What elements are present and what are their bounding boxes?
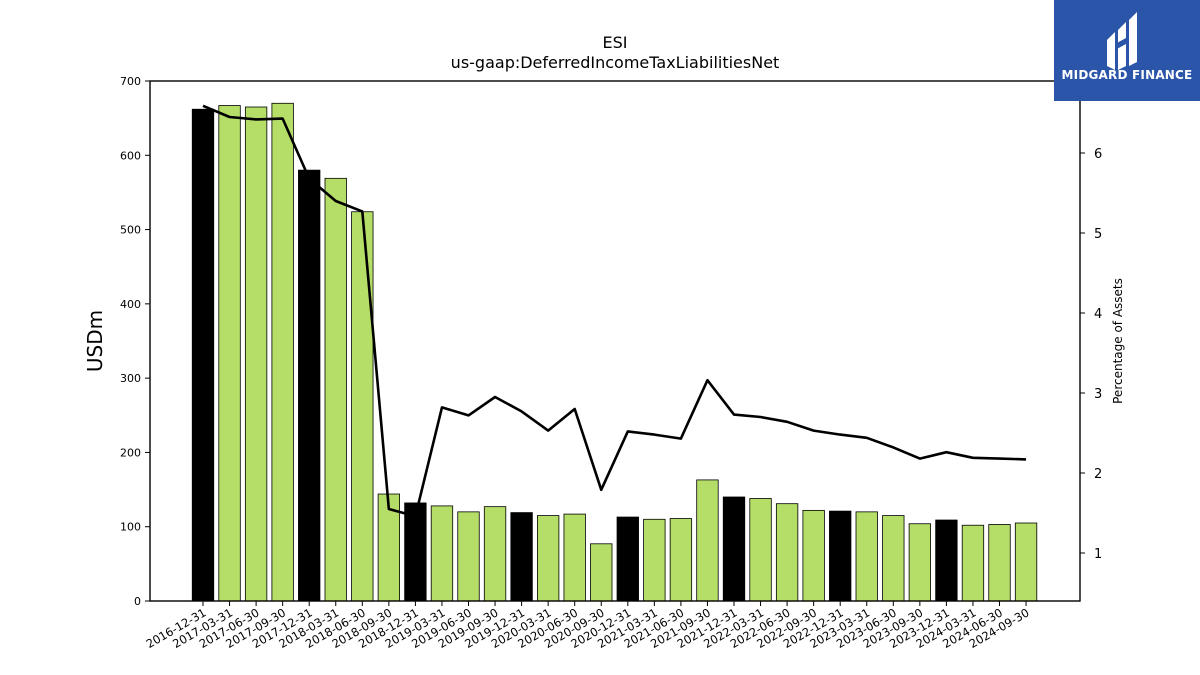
y2-tick-label: 2 xyxy=(1094,467,1102,482)
bar-2020-06-30 xyxy=(563,513,586,602)
bar-2022-03-31 xyxy=(749,498,772,602)
y-tick-label: 300 xyxy=(120,372,141,385)
bar-2021-03-31 xyxy=(643,518,666,602)
bar-2024-09-30 xyxy=(1014,522,1038,602)
y2-axis-label: Percentage of Assets xyxy=(1111,278,1125,404)
y2-tick-label: 6 xyxy=(1094,147,1102,162)
left-axis-ticks: 0 100 200 300 400 500 600 700 xyxy=(120,75,150,608)
right-axis-ticks: 1 2 3 4 5 6 xyxy=(1080,147,1102,562)
bar-2019-12-31 xyxy=(510,512,533,602)
y-tick-label: 700 xyxy=(120,75,141,88)
bar-2021-06-30 xyxy=(669,518,693,602)
x-axis-ticks: 2016-12-312017-03-312017-06-302017-09-30… xyxy=(144,601,1032,651)
bar-2019-06-30 xyxy=(457,511,480,602)
y2-tick-label: 5 xyxy=(1094,227,1102,242)
y-tick-label: 500 xyxy=(120,224,141,237)
y-tick-label: 400 xyxy=(120,298,141,311)
percentage-of-assets-line xyxy=(202,104,1027,518)
bar-2024-06-30 xyxy=(988,524,1011,602)
midgard-finance-logo: MIDGARD FINANCE xyxy=(1054,0,1200,101)
bar-2017-12-31 xyxy=(298,169,321,602)
bar-2020-12-31 xyxy=(616,516,639,602)
bar-2023-12-31 xyxy=(935,519,958,602)
y2-tick-label: 1 xyxy=(1094,547,1102,562)
bar-2017-06-30 xyxy=(244,106,268,602)
bar-2023-09-30 xyxy=(908,523,931,602)
logo-mark-icon xyxy=(1107,12,1137,70)
bar-2019-09-30 xyxy=(483,506,507,602)
y-axis-label: USDm xyxy=(83,310,107,372)
bar-2022-06-30 xyxy=(775,503,799,602)
logo-text: MIDGARD FINANCE xyxy=(1061,68,1193,82)
bar-2018-06-30 xyxy=(351,211,374,602)
bar-2024-03-31 xyxy=(961,524,985,602)
bar-2020-09-30 xyxy=(590,543,613,602)
bar-2017-09-30 xyxy=(271,102,294,602)
bar-series xyxy=(191,102,1038,602)
bar-2018-03-31 xyxy=(324,177,347,602)
bar-2023-06-30 xyxy=(882,515,905,602)
y2-tick-label: 3 xyxy=(1094,387,1102,402)
bar-2023-03-31 xyxy=(855,511,878,602)
y-tick-label: 100 xyxy=(120,521,141,534)
plot-frame xyxy=(149,80,1081,602)
y-tick-label: 0 xyxy=(134,595,141,608)
bar-2021-09-30 xyxy=(696,479,719,602)
bar-2021-12-31 xyxy=(722,496,746,602)
y-tick-label: 600 xyxy=(120,149,141,162)
y2-tick-label: 4 xyxy=(1094,307,1102,322)
chart-title: ESI xyxy=(602,33,628,52)
bar-2017-03-31 xyxy=(218,105,241,602)
y-tick-label: 200 xyxy=(120,446,141,459)
bar-2022-09-30 xyxy=(802,509,825,602)
bar-2016-12-31 xyxy=(191,108,215,602)
bar-2018-12-31 xyxy=(404,502,427,602)
bar-2020-03-31 xyxy=(537,515,560,602)
bar-2022-12-31 xyxy=(829,510,852,602)
bar-2019-03-31 xyxy=(430,505,454,602)
chart-subtitle: us-gaap:DeferredIncomeTaxLiabilitiesNet xyxy=(450,53,780,72)
